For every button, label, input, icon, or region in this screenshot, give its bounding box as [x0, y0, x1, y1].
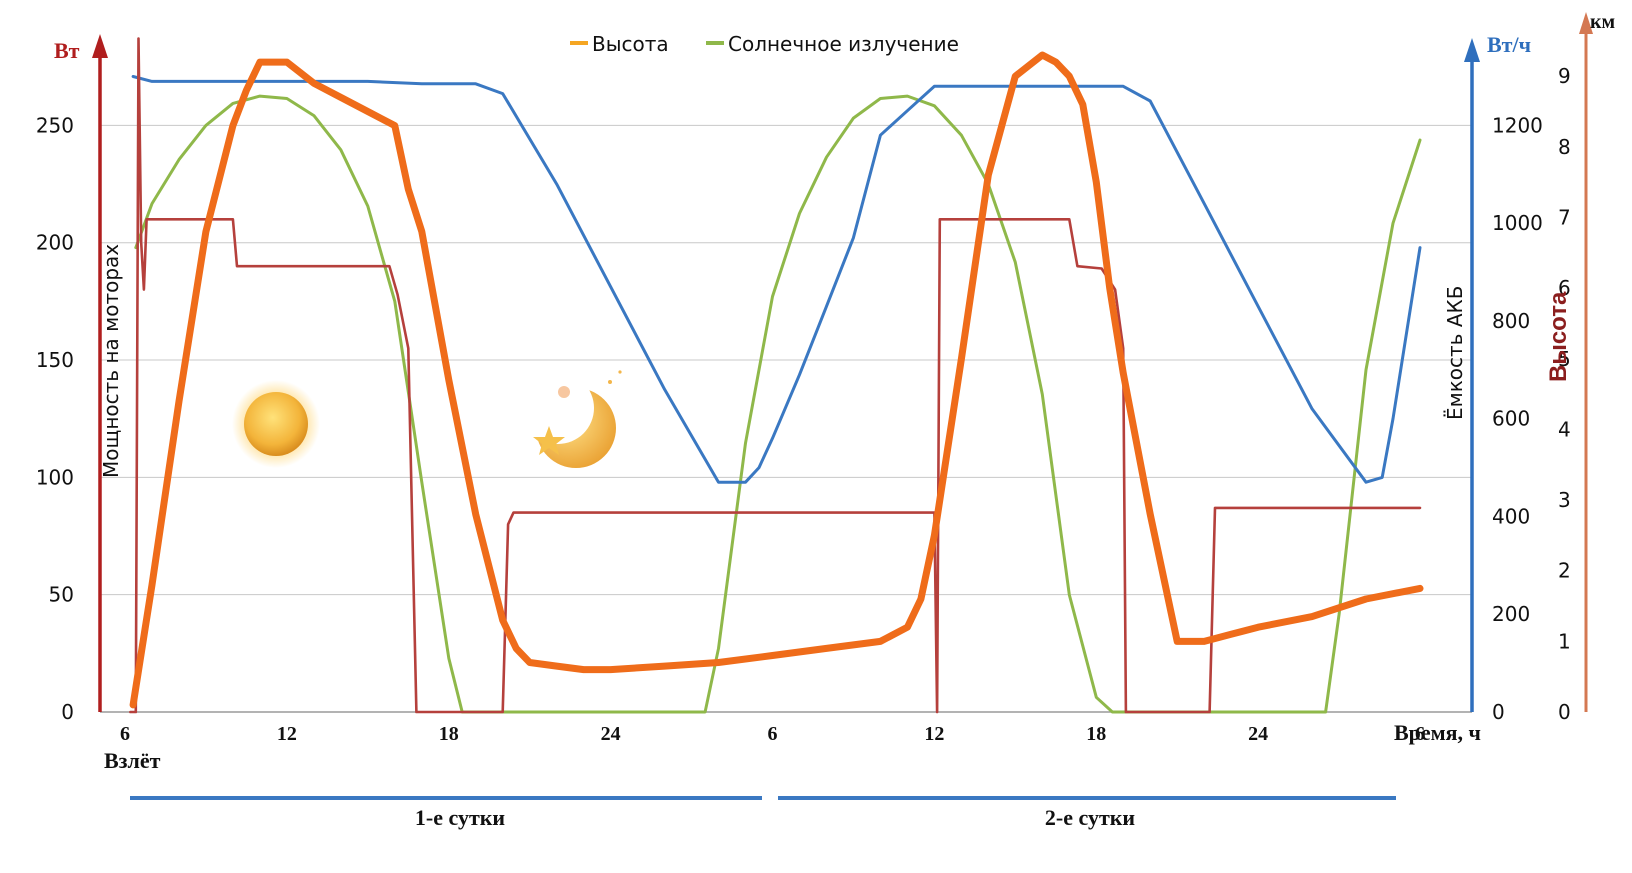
- x-tick-label: 24: [601, 723, 621, 745]
- x-tick-label: 12: [277, 723, 297, 745]
- right1-tick-label: 800: [1492, 309, 1530, 333]
- legend-label-solar: Солнечное излучение: [728, 32, 959, 56]
- series-line: [131, 75, 1422, 484]
- right1-axis: [1464, 38, 1480, 712]
- series-3: [129, 51, 1424, 709]
- right1-tick-label: 1200: [1492, 113, 1543, 137]
- x-tick-label: 6: [768, 723, 778, 745]
- tick-labels: 0501001502002500200400600800100012000123…: [36, 64, 1571, 745]
- right1-tick-label: 200: [1492, 602, 1530, 626]
- left-tick-label: 200: [36, 231, 74, 255]
- legend-label-altitude: Высота: [592, 32, 669, 56]
- x-tick-label: 18: [439, 723, 459, 745]
- left-tick-label: 250: [36, 113, 74, 137]
- series-0: [134, 94, 1422, 714]
- day1-label: 1-е сутки: [415, 805, 506, 830]
- right2-axis-unit: км: [1590, 11, 1615, 33]
- x-axis-label: Время, ч: [1394, 720, 1481, 745]
- series-line: [134, 94, 1422, 714]
- right2-tick-label: 1: [1558, 629, 1571, 653]
- takeoff-label: Взлёт: [104, 748, 161, 773]
- day-brackets: 1-е сутки 2-е сутки: [130, 796, 1396, 830]
- right1-tick-label: 600: [1492, 407, 1530, 431]
- right2-tick-label: 4: [1558, 417, 1571, 441]
- left-tick-label: 50: [49, 583, 74, 607]
- right1-tick-label: 1000: [1492, 211, 1543, 235]
- moon-icon: [522, 370, 622, 468]
- left-tick-label: 0: [61, 700, 74, 724]
- legend: Высота Солнечное излучение: [570, 32, 959, 56]
- series-1: [131, 75, 1422, 484]
- series-group: [129, 37, 1424, 714]
- left-tick-label: 150: [36, 348, 74, 372]
- right1-axis-label: Ёмкость АКБ: [1443, 286, 1467, 420]
- right2-tick-label: 2: [1558, 559, 1571, 583]
- right2-tick-label: 0: [1558, 700, 1571, 724]
- x-tick-label: 6: [1415, 723, 1425, 745]
- x-tick-label: 24: [1248, 723, 1268, 745]
- left-axis-unit: Вт: [54, 38, 80, 63]
- right1-tick-label: 0: [1492, 700, 1505, 724]
- left-axis: [92, 34, 108, 712]
- x-tick-label: 12: [924, 723, 944, 745]
- right2-tick-label: 3: [1558, 488, 1571, 512]
- right2-tick-label: 7: [1558, 205, 1571, 229]
- right1-tick-label: 400: [1492, 504, 1530, 528]
- left-tick-label: 100: [36, 465, 74, 489]
- right2-axis-label: Высота: [1545, 291, 1572, 382]
- right2-tick-label: 5: [1558, 347, 1571, 371]
- right2-tick-label: 6: [1558, 276, 1571, 300]
- series-2: [129, 37, 1422, 714]
- right1-axis-unit: Вт/ч: [1487, 32, 1531, 57]
- right2-tick-label: 9: [1558, 64, 1571, 88]
- series-line: [129, 51, 1424, 709]
- series-line: [129, 37, 1422, 714]
- x-tick-label: 6: [120, 723, 130, 745]
- day2-label: 2-е сутки: [1045, 805, 1136, 830]
- x-tick-label: 18: [1086, 723, 1106, 745]
- sun-icon: [232, 380, 320, 468]
- right2-axis: [1579, 12, 1593, 712]
- right2-tick-label: 8: [1558, 135, 1571, 159]
- left-axis-label: Мощность на моторах: [99, 244, 123, 478]
